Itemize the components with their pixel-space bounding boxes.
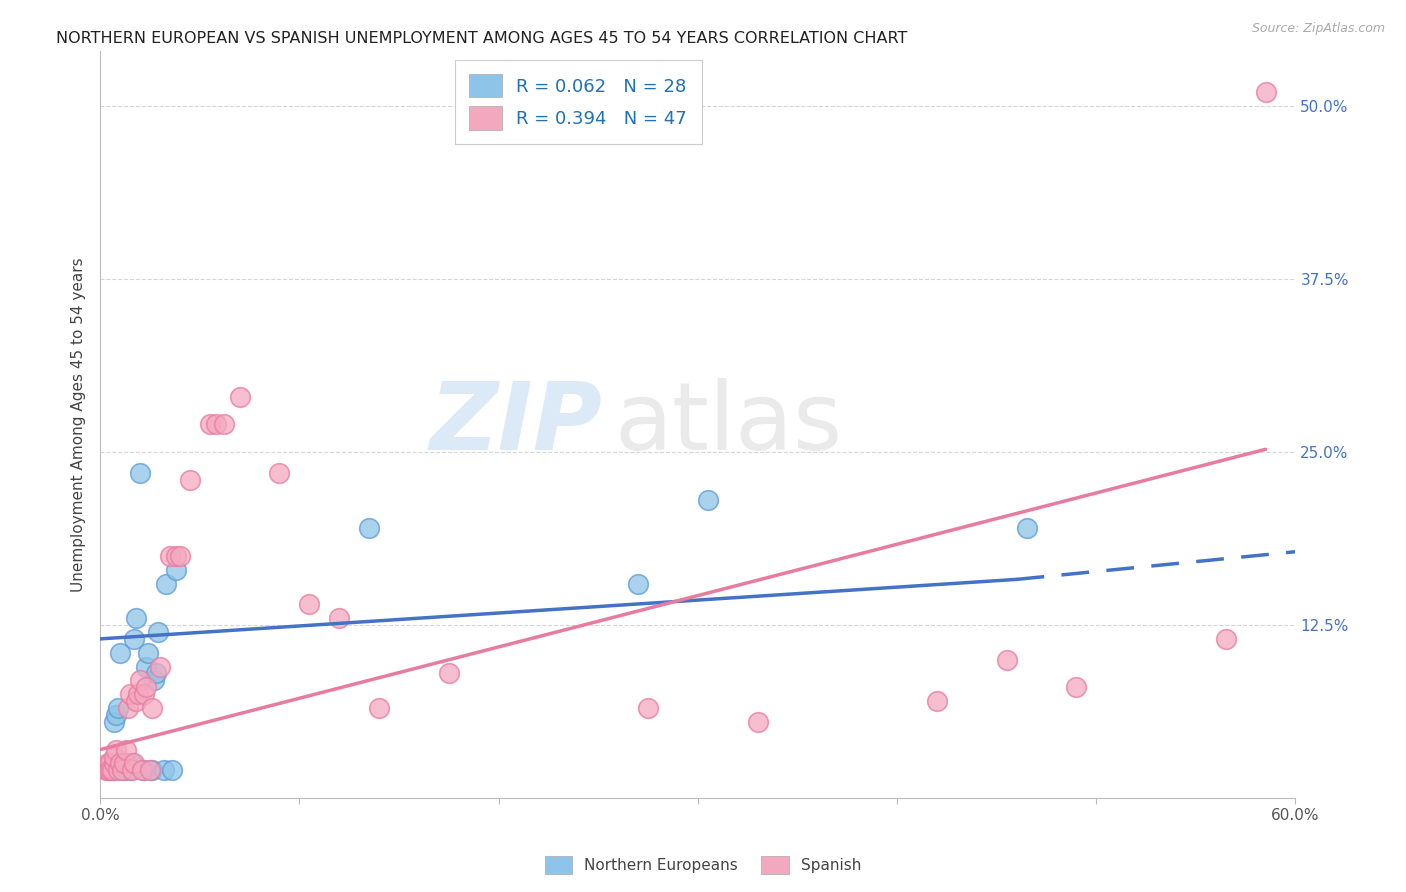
Point	[118, 687, 141, 701]
Point	[1254, 85, 1277, 99]
Point	[122, 756, 145, 771]
Point	[105, 742, 128, 756]
Point	[925, 694, 948, 708]
Point	[132, 687, 155, 701]
Point	[101, 764, 124, 778]
Point	[747, 714, 769, 729]
Point	[1066, 681, 1088, 695]
Point	[228, 390, 250, 404]
Text: ZIP: ZIP	[429, 378, 602, 470]
Point	[1215, 632, 1237, 646]
Point	[112, 764, 135, 778]
Point	[118, 764, 141, 778]
Legend: Northern Europeans, Spanish: Northern Europeans, Spanish	[538, 850, 868, 880]
Point	[131, 764, 153, 778]
Point	[125, 694, 148, 708]
Point	[159, 549, 181, 563]
Point	[103, 714, 125, 729]
Point	[98, 764, 121, 778]
Point	[165, 549, 187, 563]
Point	[108, 646, 131, 660]
Point	[160, 764, 183, 778]
Point	[269, 466, 291, 480]
Point	[97, 764, 120, 778]
Point	[149, 659, 172, 673]
Point	[117, 701, 139, 715]
Point	[135, 659, 157, 673]
Point	[122, 632, 145, 646]
Point	[97, 756, 120, 771]
Point	[141, 764, 163, 778]
Y-axis label: Unemployment Among Ages 45 to 54 years: Unemployment Among Ages 45 to 54 years	[72, 257, 86, 591]
Point	[696, 493, 718, 508]
Point	[169, 549, 191, 563]
Point	[359, 521, 381, 535]
Point	[105, 708, 128, 723]
Point	[103, 764, 125, 778]
Point	[995, 653, 1018, 667]
Point	[98, 764, 121, 778]
Point	[141, 701, 163, 715]
Point	[107, 764, 129, 778]
Point	[135, 681, 157, 695]
Point	[136, 646, 159, 660]
Point	[155, 576, 177, 591]
Text: Source: ZipAtlas.com: Source: ZipAtlas.com	[1251, 22, 1385, 36]
Point	[142, 673, 165, 688]
Point	[153, 764, 176, 778]
Point	[145, 666, 167, 681]
Point	[212, 417, 235, 432]
Point	[115, 742, 138, 756]
Point	[108, 756, 131, 771]
Point	[115, 756, 138, 771]
Point	[121, 764, 143, 778]
Point	[111, 764, 134, 778]
Point	[94, 764, 117, 778]
Point	[121, 756, 143, 771]
Point	[107, 701, 129, 715]
Legend: R = 0.062   N = 28, R = 0.394   N = 47: R = 0.062 N = 28, R = 0.394 N = 47	[456, 60, 702, 144]
Point	[139, 764, 162, 778]
Point	[298, 597, 321, 611]
Point	[198, 417, 221, 432]
Point	[146, 624, 169, 639]
Point	[368, 701, 391, 715]
Point	[1015, 521, 1038, 535]
Text: atlas: atlas	[614, 378, 842, 470]
Point	[125, 611, 148, 625]
Point	[179, 473, 201, 487]
Point	[127, 687, 149, 701]
Point	[129, 466, 152, 480]
Text: NORTHERN EUROPEAN VS SPANISH UNEMPLOYMENT AMONG AGES 45 TO 54 YEARS CORRELATION : NORTHERN EUROPEAN VS SPANISH UNEMPLOYMEN…	[56, 31, 908, 46]
Point	[165, 563, 187, 577]
Point	[637, 701, 659, 715]
Point	[132, 764, 155, 778]
Point	[627, 576, 650, 591]
Point	[328, 611, 350, 625]
Point	[103, 749, 125, 764]
Point	[103, 756, 125, 771]
Point	[437, 666, 460, 681]
Point	[204, 417, 226, 432]
Point	[129, 673, 152, 688]
Point	[98, 756, 121, 771]
Point	[112, 756, 135, 771]
